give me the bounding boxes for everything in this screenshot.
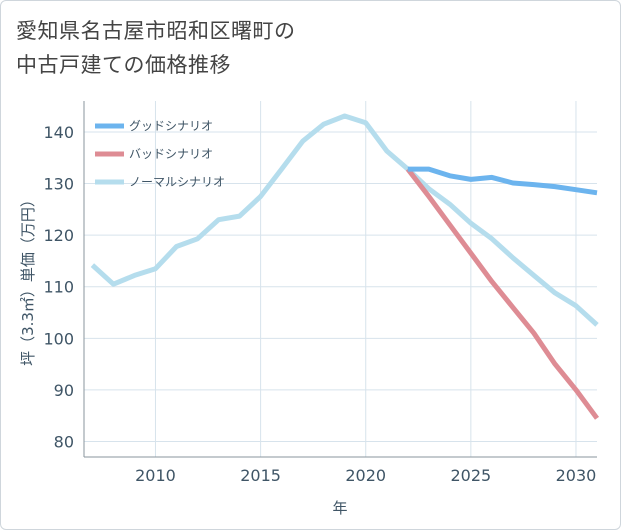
legend-label: バッドシナリオ — [129, 147, 213, 161]
grid-layer — [84, 101, 597, 457]
chart-title-line-1: 愛知県名古屋市昭和区曙町の — [16, 19, 296, 43]
chart-title: 愛知県名古屋市昭和区曙町の 中古戸建ての価格推移 — [16, 14, 436, 82]
y-tick-label: 140 — [43, 123, 74, 142]
y-tick-label: 110 — [43, 278, 74, 297]
y-axis-title: 坪（3.3㎡）単価（万円） — [19, 192, 37, 366]
x-tick-label: 2020 — [345, 466, 386, 485]
x-tick-label: 2025 — [450, 466, 491, 485]
y-tick-label: 120 — [43, 226, 74, 245]
axes-layer — [83, 101, 597, 458]
series-line-good — [407, 166, 598, 196]
y-tick-label: 130 — [43, 175, 74, 194]
y-tick-label: 80 — [54, 433, 74, 452]
x-axis-title: 年 — [332, 499, 347, 517]
tick-label-layer: 80 90 100 110 120 130 140 2010 2015 2020 2025 2030 — [43, 123, 596, 485]
chart-title-line-2: 中古戸建ての価格推移 — [16, 53, 231, 77]
x-tick-label: 2030 — [556, 466, 597, 485]
legend-label: ノーマルシナリオ — [129, 175, 225, 189]
x-tick-label: 2015 — [240, 466, 281, 485]
legend-label: グッドシナリオ — [129, 119, 213, 133]
series-layer — [90, 113, 600, 420]
x-tick-label: 2010 — [135, 466, 176, 485]
y-tick-label: 100 — [43, 329, 74, 348]
y-tick-label: 90 — [54, 381, 74, 400]
series-line-normal — [90, 113, 599, 327]
series-line-bad — [405, 167, 600, 420]
